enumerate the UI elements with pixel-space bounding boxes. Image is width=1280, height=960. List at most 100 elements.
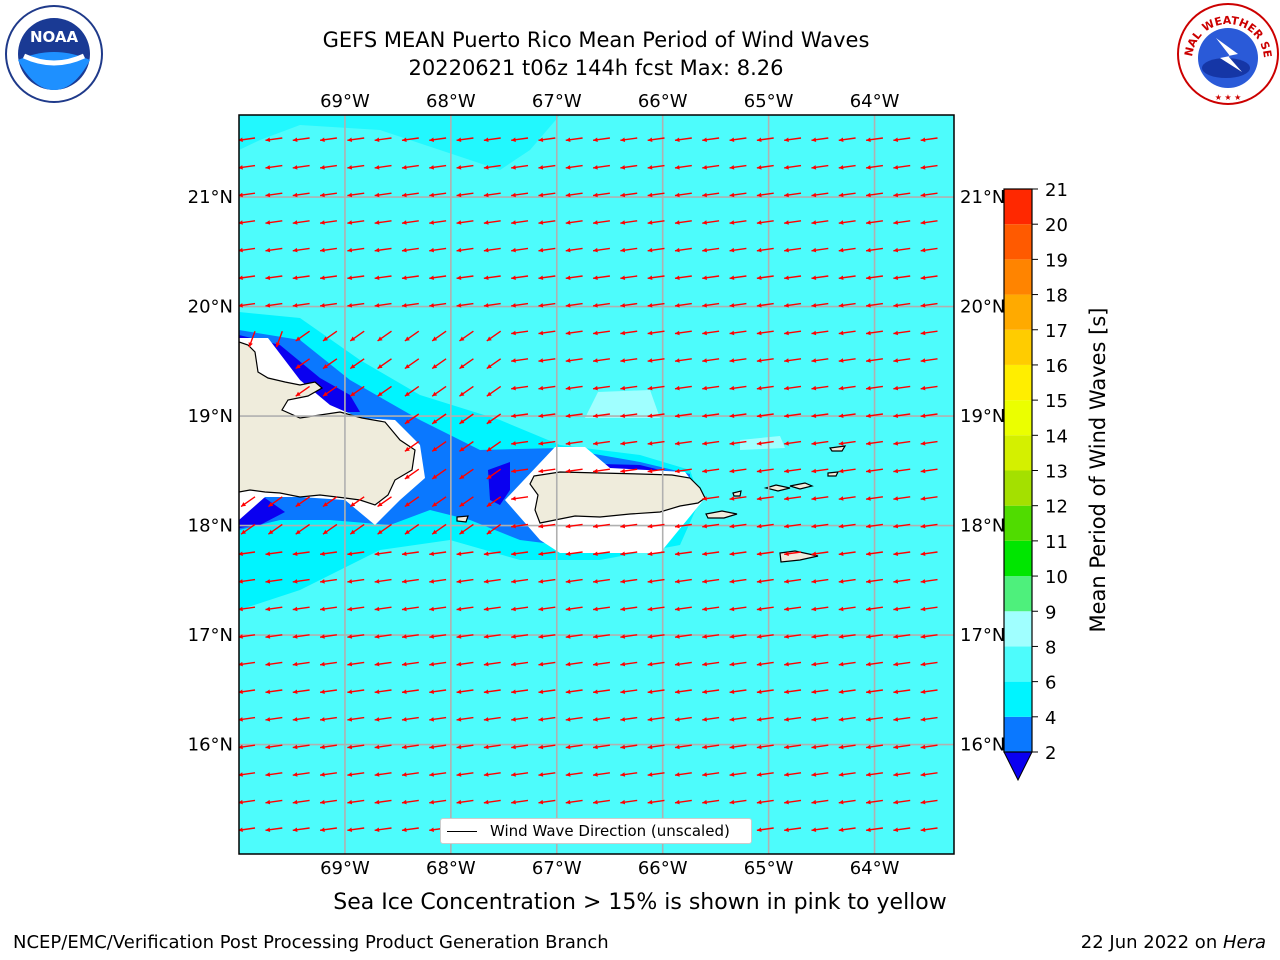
wave-direction-arrow bbox=[702, 689, 720, 694]
noaa-logo: NOAA bbox=[5, 5, 103, 103]
wave-direction-arrow bbox=[292, 247, 310, 253]
wave-direction-arrow bbox=[404, 496, 420, 508]
wave-direction-arrow bbox=[292, 302, 310, 308]
wave-direction-arrow bbox=[431, 413, 447, 425]
wave-direction-arrow bbox=[456, 606, 474, 612]
lon-label-bottom: 67°W bbox=[532, 858, 582, 879]
wave-direction-arrow bbox=[620, 137, 638, 142]
wave-direction-arrow bbox=[349, 330, 365, 342]
wave-direction-arrow bbox=[265, 661, 283, 667]
wave-direction-arrow bbox=[674, 385, 692, 391]
wave-direction-arrow bbox=[920, 358, 938, 363]
wave-direction-arrow bbox=[756, 551, 774, 556]
colorbar: 2 4 6 8 9 10 11 12 13 14 15 16 17 18 19 20 21 bbox=[1003, 180, 1068, 782]
wave-direction-arrow bbox=[702, 358, 720, 363]
wave-direction-arrow bbox=[511, 440, 529, 446]
wave-direction-arrow bbox=[811, 385, 829, 391]
wave-direction-arrow bbox=[865, 330, 883, 336]
wave-direction-arrow bbox=[811, 137, 829, 142]
wave-direction-arrow bbox=[347, 799, 365, 805]
wave-direction-arrow bbox=[374, 827, 392, 832]
wave-direction-arrow bbox=[592, 413, 610, 418]
wave-direction-arrow bbox=[620, 440, 638, 446]
wave-direction-arrow bbox=[429, 716, 447, 722]
wave-direction-arrow bbox=[459, 330, 474, 342]
wave-direction-arrow bbox=[265, 578, 283, 584]
wave-direction-arrow bbox=[702, 606, 720, 612]
wave-direction-arrow bbox=[893, 716, 911, 722]
wave-direction-arrow bbox=[538, 661, 556, 667]
wave-direction-arrow bbox=[920, 689, 938, 694]
wave-direction-arrow bbox=[893, 799, 911, 805]
wave-direction-arrow bbox=[401, 634, 419, 639]
wave-direction-arrow bbox=[811, 799, 829, 805]
wave-direction-arrow bbox=[401, 275, 419, 280]
wave-direction-arrow bbox=[702, 496, 720, 501]
wave-direction-arrow bbox=[347, 772, 365, 777]
colorbar-segment bbox=[1004, 646, 1032, 682]
wave-direction-arrow bbox=[865, 275, 883, 280]
wave-direction-arrow bbox=[784, 578, 802, 584]
wave-direction-arrow bbox=[620, 772, 638, 777]
wave-direction-arrow bbox=[756, 440, 774, 446]
wave-direction-arrow bbox=[620, 192, 638, 198]
land-hispaniola bbox=[239, 341, 416, 506]
colorbar-tick-label: 11 bbox=[1045, 532, 1068, 553]
wave-direction-arrow bbox=[565, 744, 583, 750]
wave-direction-arrow bbox=[784, 302, 802, 308]
wave-direction-arrow bbox=[374, 192, 392, 198]
wave-direction-arrow bbox=[292, 772, 310, 777]
wave-direction-arrow bbox=[865, 716, 883, 722]
wave-direction-arrow bbox=[647, 634, 665, 639]
wave-direction-arrow bbox=[647, 192, 665, 198]
wave-direction-arrow bbox=[459, 496, 474, 508]
wave-direction-arrow bbox=[486, 358, 502, 370]
wave-direction-arrow bbox=[322, 330, 338, 342]
wave-direction-arrow bbox=[756, 716, 774, 722]
wave-direction-arrow bbox=[893, 302, 911, 308]
wave-direction-arrow bbox=[729, 551, 747, 556]
colorbar-tick-label: 10 bbox=[1045, 567, 1068, 588]
wave-direction-arrow bbox=[784, 192, 802, 198]
wave-direction-arrow bbox=[319, 634, 337, 639]
wave-direction-arrow bbox=[295, 523, 311, 535]
wave-direction-arrow bbox=[702, 385, 720, 391]
wave-direction-arrow bbox=[239, 302, 256, 308]
wave-direction-arrow bbox=[811, 496, 829, 501]
wave-direction-arrow bbox=[239, 137, 256, 142]
wave-direction-arrow bbox=[265, 827, 283, 832]
colorbar-tick-label: 6 bbox=[1045, 673, 1056, 694]
wave-direction-arrow bbox=[592, 275, 610, 280]
footer-date: 22 Jun 2022 on Hera bbox=[1081, 932, 1266, 953]
wave-direction-arrow bbox=[647, 413, 665, 418]
colorbar-tick-label: 18 bbox=[1045, 286, 1068, 307]
wave-direction-arrow bbox=[429, 164, 447, 170]
wave-direction-arrow bbox=[511, 330, 529, 336]
wave-direction-arrow bbox=[265, 220, 283, 225]
wave-direction-arrow bbox=[674, 772, 692, 777]
colorbar-tick-label: 13 bbox=[1045, 462, 1068, 483]
lon-label-bottom: 65°W bbox=[744, 858, 794, 879]
wave-direction-arrow bbox=[838, 164, 856, 170]
lon-label-top: 68°W bbox=[426, 91, 476, 112]
wave-direction-arrow bbox=[592, 247, 610, 253]
wave-direction-arrow bbox=[865, 137, 883, 142]
wave-direction-arrow bbox=[756, 330, 774, 336]
wave-direction-arrow bbox=[811, 661, 829, 667]
wave-direction-arrow bbox=[893, 551, 911, 556]
wave-direction-arrow bbox=[865, 468, 883, 474]
wave-direction-arrow bbox=[511, 689, 529, 694]
wave-direction-arrow bbox=[404, 330, 420, 342]
contour-6-8s-north bbox=[239, 115, 560, 170]
wave-direction-arrow bbox=[483, 247, 501, 253]
wave-direction-arrow bbox=[729, 247, 747, 253]
wave-direction-arrow bbox=[811, 413, 829, 418]
wave-direction-arrow bbox=[893, 137, 911, 142]
wave-direction-arrow bbox=[538, 551, 556, 556]
wave-direction-arrow bbox=[893, 468, 911, 474]
wave-direction-arrow bbox=[702, 661, 720, 667]
wave-direction-arrow bbox=[456, 578, 474, 584]
wave-direction-arrow bbox=[565, 689, 583, 694]
wave-direction-arrow bbox=[784, 689, 802, 694]
wave-direction-arrow bbox=[729, 358, 747, 363]
